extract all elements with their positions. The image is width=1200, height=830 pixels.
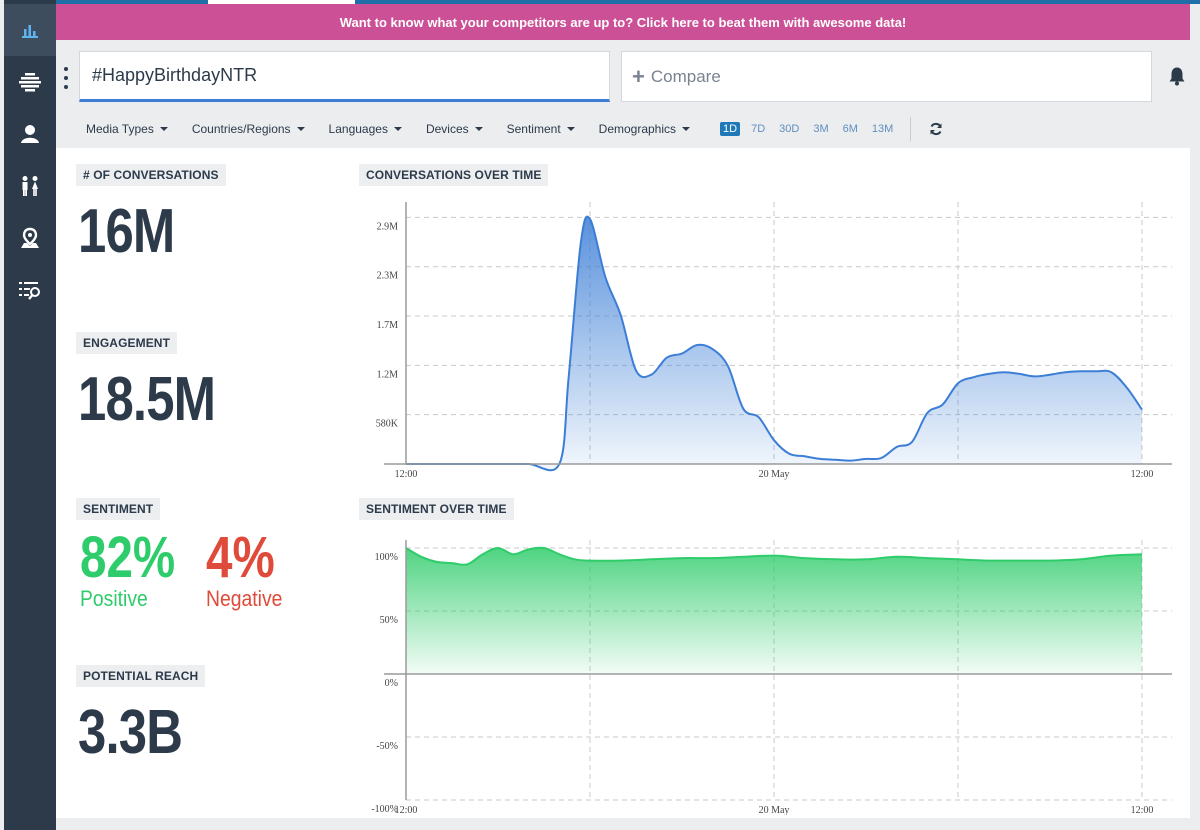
reach-value: 3.3B (78, 698, 183, 767)
range-30d[interactable]: 30D (779, 123, 800, 135)
x-tick-label: 20 May (759, 469, 790, 480)
filter-label: Countries/Regions (191, 122, 291, 136)
caret-down-icon (474, 127, 483, 131)
more-options-icon[interactable] (62, 67, 70, 89)
sidebar-item-streams[interactable] (4, 56, 56, 108)
query-header: #HappyBirthdayNTR + Compare Media Types … (56, 40, 1200, 146)
time-range-selector: 1D 7D 30D 3M 6M 13M (720, 122, 896, 136)
y-tick-label: -50% (376, 741, 398, 752)
range-6m[interactable]: 6M (842, 123, 858, 135)
y-tick-label: 1.7M (377, 320, 399, 331)
sentiment-label: SENTIMENT (76, 498, 161, 520)
compare-input[interactable]: + Compare (621, 51, 1152, 102)
user-icon (21, 125, 39, 143)
sidebar-item-mentions[interactable] (4, 264, 56, 316)
y-tick-label: 1.2M (377, 369, 399, 380)
sidebar-item-overview[interactable] (4, 4, 56, 56)
caret-down-icon (159, 127, 168, 131)
reach-label: POTENTIAL REACH (76, 665, 206, 687)
caret-down-icon (682, 127, 691, 131)
range-3m[interactable]: 3M (813, 123, 829, 135)
filter-languages[interactable]: Languages (329, 122, 402, 136)
y-tick-label: 2.9M (377, 221, 399, 232)
search-input[interactable]: #HappyBirthdayNTR (79, 51, 610, 102)
list-search-icon (19, 282, 40, 300)
sentiment-over-time-chart[interactable]: -100% -50% 0% 50% 100% 12:00 20 May 12:00 (356, 530, 1176, 815)
filter-label: Media Types (86, 122, 154, 136)
y-tick-label: -100% (371, 804, 398, 815)
series-line[interactable] (405, 546, 1143, 566)
filter-label: Devices (425, 122, 469, 136)
range-13m[interactable]: 13M (871, 123, 894, 135)
stream-icon (19, 73, 41, 92)
gender-icon (22, 176, 38, 196)
negative-label: Negative (206, 586, 283, 611)
caret-down-icon (393, 127, 402, 131)
sidebar-item-locations[interactable] (4, 212, 56, 264)
engagement-label: ENGAGEMENT (76, 332, 178, 354)
caret-down-icon (296, 127, 305, 131)
series-area (406, 547, 1142, 674)
engagement-value: 18.5M (78, 365, 216, 434)
filter-devices[interactable]: Devices (426, 122, 483, 136)
y-tick-label: 0% (385, 678, 398, 689)
sidebar (4, 0, 56, 830)
sidebar-item-audience[interactable] (4, 108, 56, 160)
divider (910, 117, 912, 141)
sidebar-item-demographics[interactable] (4, 160, 56, 212)
compare-placeholder: Compare (650, 66, 721, 86)
series-line[interactable] (406, 215, 1143, 472)
bar-chart-icon (22, 25, 38, 38)
conversations-chart-title: CONVERSATIONS OVER TIME (359, 164, 549, 186)
filter-bar: Media Types Countries/Regions Languages … (86, 117, 943, 141)
positive-label: Positive (80, 586, 148, 611)
plus-icon: + (632, 63, 645, 89)
refresh-icon[interactable] (929, 122, 943, 136)
search-query: #HappyBirthdayNTR (92, 65, 258, 85)
range-1d[interactable]: 1D (720, 122, 741, 136)
filter-sentiment[interactable]: Sentiment (507, 122, 575, 136)
top-accent-strip (56, 0, 1200, 4)
x-tick-label: 12:00 (1131, 805, 1154, 815)
negative-value: 4% (206, 525, 275, 590)
conversations-over-time-chart[interactable]: 580K 1.2M 1.7M 2.3M 2.9M 12:00 20 May 12:00 (356, 196, 1176, 486)
bell-icon[interactable] (1168, 66, 1186, 91)
x-tick-label: 20 May (759, 805, 790, 815)
filter-media-types[interactable]: Media Types (86, 122, 168, 136)
conversations-value: 16M (78, 197, 175, 266)
y-tick-label: 50% (380, 615, 398, 626)
promo-banner-text: Want to know what your competitors are u… (339, 14, 907, 30)
dashboard-panel: # OF CONVERSATIONS 16M ENGAGEMENT 18.5M … (56, 148, 1190, 818)
filter-label: Sentiment (506, 122, 561, 136)
sentiment-chart-title: SENTIMENT OVER TIME (359, 498, 514, 520)
conversations-label: # OF CONVERSATIONS (76, 164, 226, 186)
positive-value: 82% (80, 525, 176, 590)
caret-down-icon (566, 127, 575, 131)
filter-countries-regions[interactable]: Countries/Regions (192, 122, 305, 136)
filter-demographics[interactable]: Demographics (598, 122, 691, 136)
x-tick-label: 12:00 (395, 469, 418, 480)
top-accent-segment (208, 0, 355, 4)
map-pin-icon (21, 227, 39, 248)
y-tick-label: 2.3M (377, 271, 399, 282)
x-tick-label: 12:00 (1131, 469, 1154, 480)
filter-label: Demographics (598, 122, 677, 136)
x-tick-label: 12:00 (395, 805, 418, 815)
promo-banner[interactable]: Want to know what your competitors are u… (56, 4, 1190, 40)
series-area (406, 216, 1142, 471)
y-tick-label: 100% (375, 552, 398, 563)
filter-label: Languages (328, 122, 388, 136)
range-7d[interactable]: 7D (751, 123, 766, 135)
y-tick-label: 580K (376, 419, 399, 430)
